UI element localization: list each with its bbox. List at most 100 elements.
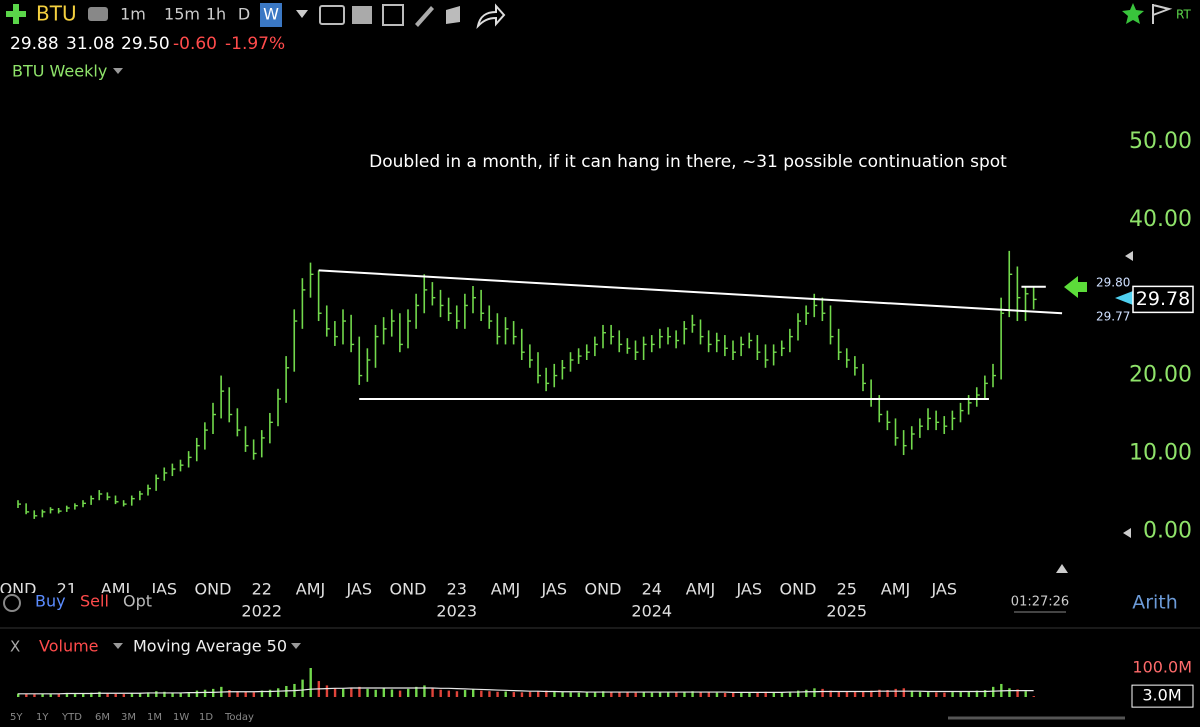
last-price-pointer <box>1115 291 1133 305</box>
volume-bar <box>561 692 564 697</box>
volume-bar <box>98 691 101 697</box>
x-tick-label: AMJ <box>881 580 910 599</box>
annotation: Doubled in a month, if it can hang in th… <box>369 152 1007 172</box>
range-button[interactable]: 1D <box>199 712 213 723</box>
interval-button[interactable]: 1h <box>206 5 226 24</box>
volume-bar <box>415 686 418 697</box>
volume-bar <box>593 691 597 697</box>
y-tick-label: 20.00 <box>1129 363 1192 388</box>
volume-bar <box>886 690 889 697</box>
range-button[interactable]: 5Y <box>10 712 23 723</box>
order-icon[interactable] <box>3 594 21 612</box>
pointer-arrow <box>1064 276 1087 298</box>
volume-bar <box>715 692 719 697</box>
volume-bar <box>667 691 670 697</box>
interval-button[interactable]: 1m <box>120 5 146 24</box>
volume-bar <box>967 691 971 697</box>
symbol[interactable]: BTU <box>36 2 77 26</box>
volume-bar <box>675 692 678 697</box>
volume-bar <box>325 685 329 697</box>
layout-icon[interactable] <box>446 6 460 24</box>
quote-change-pct: -1.97% <box>225 34 285 54</box>
volume-bar <box>309 668 312 697</box>
volume-bar <box>618 692 621 697</box>
volume-bar <box>106 693 109 697</box>
range-button[interactable]: 6M <box>95 712 110 723</box>
draw-icon[interactable] <box>415 6 434 27</box>
legend-ma[interactable]: Moving Average 50 <box>133 637 287 656</box>
legend-dropdown[interactable] <box>113 643 123 649</box>
x-tick-label: OND <box>780 580 817 599</box>
volume-bar <box>756 692 759 697</box>
volume-bar <box>65 692 69 697</box>
volume-bar <box>244 691 247 697</box>
sell-button[interactable]: Sell <box>80 592 109 611</box>
volume-bar <box>1008 688 1011 697</box>
volume-bar <box>268 689 272 697</box>
interval-button[interactable]: W <box>263 5 279 24</box>
volume-bar <box>723 692 727 697</box>
calc-icon[interactable] <box>382 4 404 26</box>
range-button[interactable]: YTD <box>61 712 82 723</box>
volume-bar <box>927 692 930 697</box>
x-tick-label: JAS <box>540 580 567 599</box>
volume-bar <box>130 693 134 697</box>
quote-low: 29.50 <box>121 34 170 54</box>
volume-bar <box>537 691 540 697</box>
volume-bar <box>658 692 662 697</box>
x-year-label: 2023 <box>436 602 477 621</box>
legend-dropdown[interactable] <box>291 643 301 649</box>
volume-bar <box>707 692 711 697</box>
range-button[interactable]: 1Y <box>36 712 49 723</box>
quote-open: 29.88 <box>10 34 59 54</box>
range-button[interactable]: Today <box>224 712 254 723</box>
scale-arrow <box>1125 251 1133 261</box>
flag-icon[interactable] <box>1152 4 1173 24</box>
x-tick-label: OND <box>390 580 427 599</box>
header-dropdown[interactable] <box>113 68 123 74</box>
print-icon[interactable] <box>88 7 108 21</box>
volume-bar <box>626 692 629 697</box>
volume-bar <box>862 691 865 697</box>
volume-bar <box>870 690 873 697</box>
volume-bar <box>147 692 150 697</box>
volume-bar <box>90 692 93 697</box>
interval-button[interactable]: D <box>238 5 250 24</box>
scale-mode[interactable]: Arith <box>1132 592 1178 614</box>
chart-type-icon[interactable] <box>319 5 345 25</box>
volume-bar <box>683 691 686 697</box>
volume-bar <box>228 690 231 697</box>
range-button[interactable]: 1W <box>173 712 189 723</box>
y-tick-label: 50.00 <box>1129 129 1192 154</box>
volume-bar <box>390 689 394 697</box>
volume-bar <box>520 692 524 697</box>
volume-bar <box>894 688 897 697</box>
volume-bar <box>772 692 776 697</box>
study-icon[interactable] <box>352 6 372 24</box>
volume-bar <box>439 689 442 697</box>
volume-bar <box>179 692 182 697</box>
x-tick-label: AMJ <box>296 580 325 599</box>
volume-bar <box>878 689 881 697</box>
add-icon[interactable] <box>6 4 26 24</box>
volume-bar <box>585 692 589 697</box>
chart-header[interactable]: BTU Weekly <box>12 62 107 81</box>
volume-bar <box>992 686 995 697</box>
line-label: 29.80 <box>1096 276 1130 290</box>
buy-button[interactable]: Buy <box>35 592 66 611</box>
scale-arrow <box>1123 528 1131 538</box>
close-study[interactable]: X <box>10 638 20 656</box>
volume-bar <box>951 692 954 697</box>
interval-active-bg <box>260 3 282 27</box>
quote-change: -0.60 <box>173 34 217 54</box>
option-button[interactable]: Opt <box>123 592 152 611</box>
range-button[interactable]: 3M <box>121 712 136 723</box>
range-button[interactable]: 1M <box>147 712 162 723</box>
legend-volume[interactable]: Volume <box>39 637 99 656</box>
interval-dropdown[interactable] <box>296 10 308 18</box>
interval-button[interactable]: 15m <box>164 5 200 24</box>
watch-star[interactable] <box>1122 3 1144 24</box>
x-tick-label: AMJ <box>686 580 715 599</box>
last-volume-label: 3.0M <box>1142 686 1181 705</box>
share-icon[interactable] <box>476 3 506 30</box>
